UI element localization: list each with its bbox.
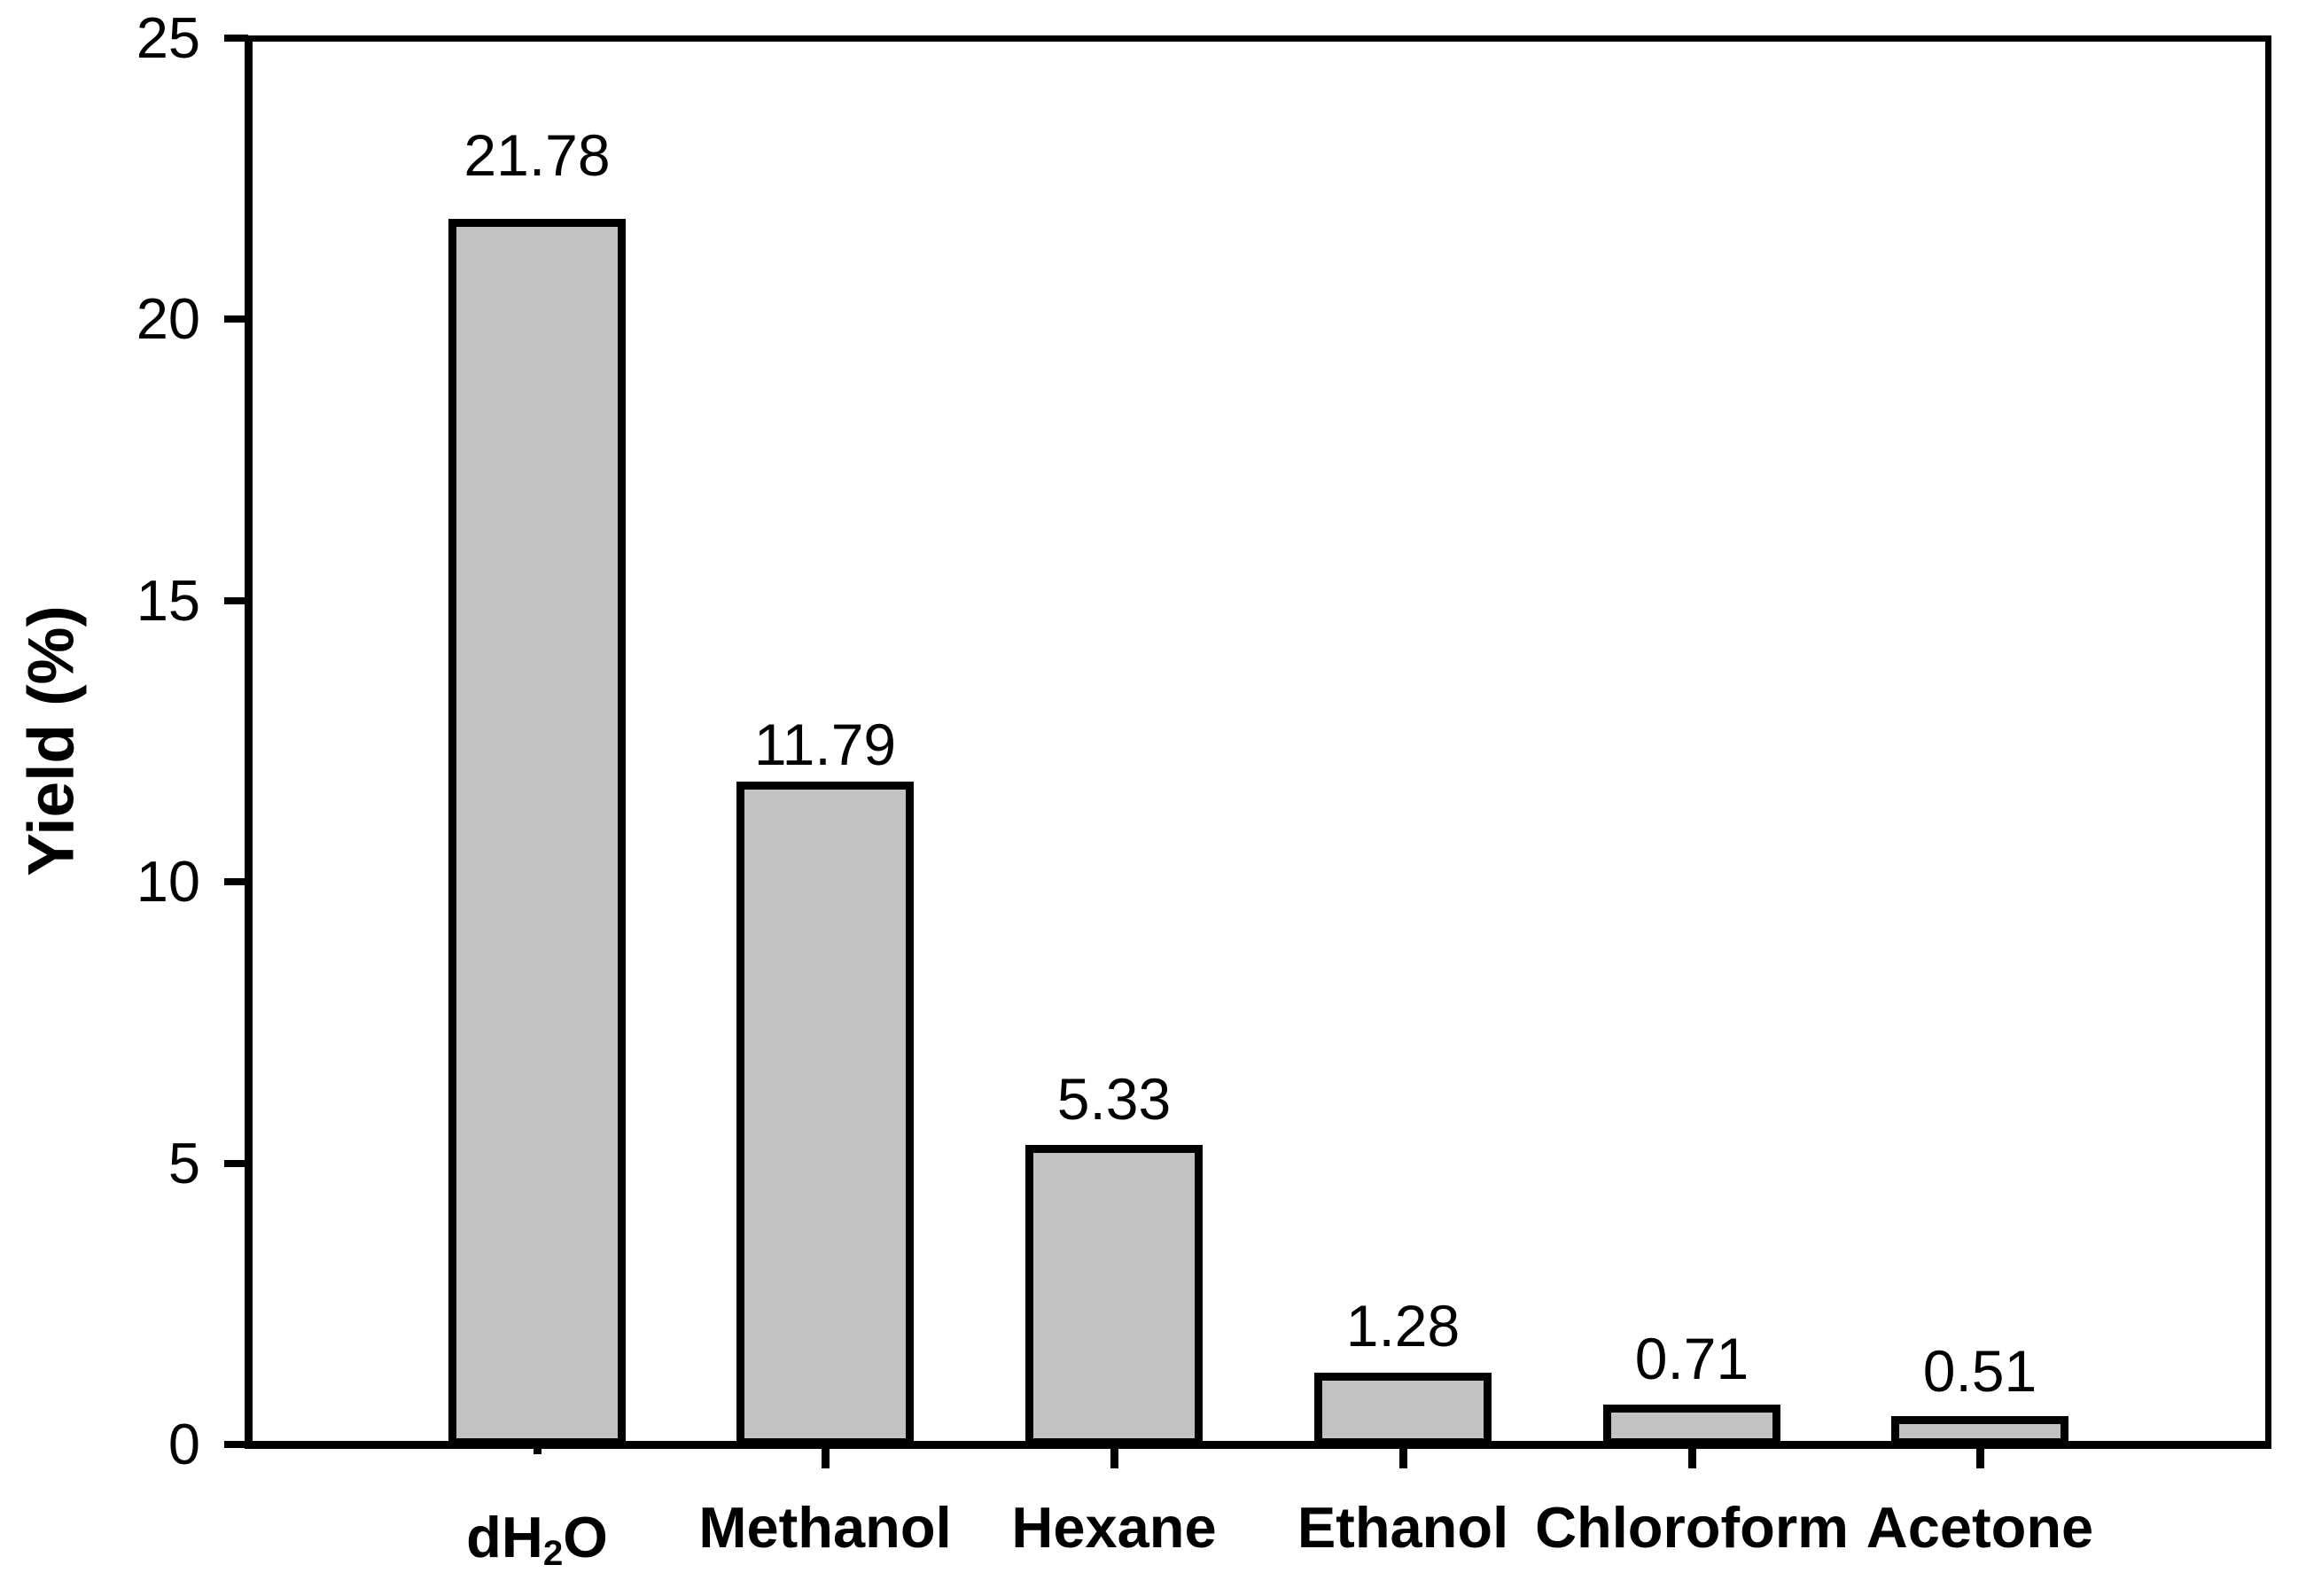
y-axis-tick-label: 20 — [136, 286, 200, 351]
bar — [448, 219, 626, 1446]
y-axis-tick-label: 25 — [136, 5, 200, 70]
x-axis-label: Chloroform — [1535, 1495, 1849, 1560]
y-axis-tick-label: 15 — [136, 568, 200, 633]
x-axis-tick — [822, 1449, 830, 1468]
bar-value-label: 11.79 — [753, 712, 897, 777]
y-axis-tick — [224, 878, 248, 885]
y-axis-tick — [224, 35, 248, 42]
x-axis-label: dH2O — [466, 1505, 608, 1573]
x-axis-label: Hexane — [1011, 1495, 1217, 1560]
bar-value-label: 0.51 — [1922, 1338, 2037, 1404]
x-axis-tick — [1688, 1449, 1696, 1468]
bar — [736, 782, 914, 1446]
bar-value-label: 1.28 — [1345, 1293, 1461, 1359]
y-axis-tick-label: 5 — [167, 1131, 200, 1195]
bar-value-label: 0.71 — [1634, 1326, 1749, 1391]
x-axis-label: Ethanol — [1297, 1495, 1509, 1560]
y-axis-tick — [224, 597, 248, 604]
y-axis-tick — [224, 1160, 248, 1167]
bar-value-label: 21.78 — [464, 122, 611, 188]
bar-value-label: 5.33 — [1056, 1066, 1172, 1132]
x-axis-tick — [1110, 1449, 1118, 1468]
y-axis-tick — [224, 1441, 248, 1448]
y-axis-tick-label: 10 — [136, 849, 200, 914]
x-axis-label: Methanol — [698, 1495, 952, 1560]
bar — [1314, 1373, 1492, 1446]
x-axis-label: Acetone — [1866, 1495, 2094, 1560]
x-axis-tick — [1399, 1449, 1407, 1468]
bar — [1025, 1145, 1203, 1446]
y-axis-tick — [224, 315, 248, 323]
y-axis-title: Yield (%) — [15, 605, 88, 876]
x-axis-tick — [534, 1449, 541, 1454]
x-axis-label-subscript: 2 — [542, 1532, 564, 1573]
bar — [1891, 1416, 2068, 1446]
x-axis-tick — [1976, 1449, 1984, 1468]
y-axis-tick-label: 0 — [167, 1412, 200, 1476]
bar — [1603, 1405, 1780, 1446]
